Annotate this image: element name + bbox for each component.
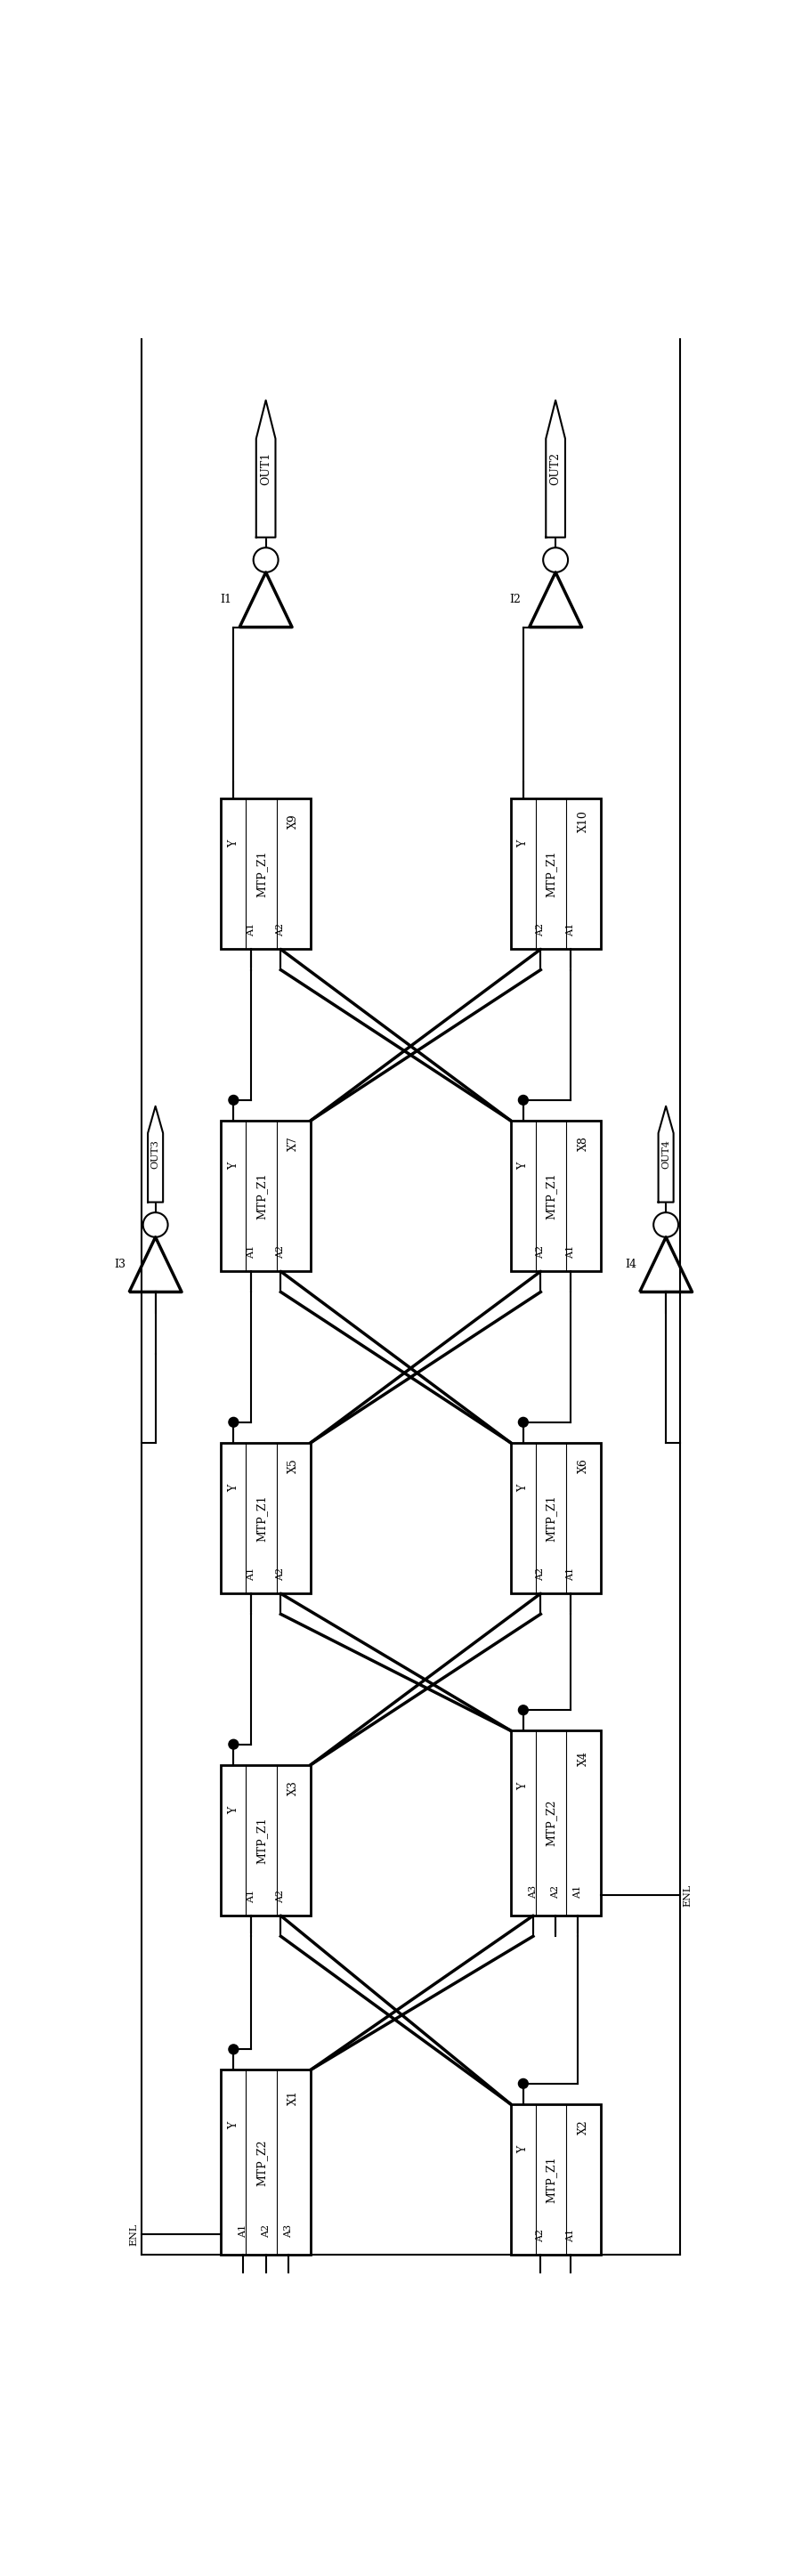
Polygon shape bbox=[148, 1105, 163, 1203]
Text: X1: X1 bbox=[288, 2089, 299, 2105]
Text: MTP_Z1: MTP_Z1 bbox=[256, 1494, 267, 1540]
Bar bbox=[511, 1731, 601, 1917]
Bar bbox=[221, 1765, 310, 1917]
Text: A3: A3 bbox=[284, 2223, 293, 2239]
Text: A1: A1 bbox=[573, 1886, 582, 1899]
Circle shape bbox=[518, 1417, 528, 1427]
Circle shape bbox=[518, 1705, 528, 1716]
Polygon shape bbox=[546, 399, 565, 538]
Text: X8: X8 bbox=[577, 1136, 589, 1151]
Text: MTP_Z1: MTP_Z1 bbox=[545, 1172, 557, 1218]
Bar bbox=[221, 1443, 310, 1595]
Text: I1: I1 bbox=[220, 595, 231, 605]
Text: A2: A2 bbox=[537, 2228, 545, 2241]
Text: A1: A1 bbox=[566, 2228, 575, 2241]
Text: X3: X3 bbox=[288, 1780, 299, 1795]
Circle shape bbox=[518, 2079, 528, 2089]
Text: OUT4: OUT4 bbox=[662, 1139, 670, 1170]
Text: I2: I2 bbox=[509, 595, 521, 605]
Text: ENL: ENL bbox=[129, 2223, 138, 2246]
Text: Y: Y bbox=[228, 1806, 239, 1814]
Bar bbox=[511, 1443, 601, 1595]
Bar bbox=[511, 1121, 601, 1273]
Text: A1: A1 bbox=[566, 922, 575, 938]
Text: MTP_Z1: MTP_Z1 bbox=[545, 1494, 557, 1540]
Text: A3: A3 bbox=[529, 1886, 537, 1899]
Text: Y: Y bbox=[517, 1783, 529, 1790]
Text: Y: Y bbox=[517, 2146, 529, 2154]
Text: I4: I4 bbox=[625, 1260, 636, 1270]
Text: MTP_Z2: MTP_Z2 bbox=[256, 2138, 267, 2187]
Text: A1: A1 bbox=[246, 922, 255, 938]
Text: A1: A1 bbox=[246, 1566, 255, 1582]
Text: A2: A2 bbox=[537, 1244, 545, 1260]
Text: A1: A1 bbox=[246, 1244, 255, 1260]
Text: X2: X2 bbox=[577, 2120, 589, 2136]
Text: MTP_Z1: MTP_Z1 bbox=[256, 1172, 267, 1218]
Text: A1: A1 bbox=[239, 2223, 248, 2239]
Bar bbox=[221, 2071, 310, 2254]
Text: ENL: ENL bbox=[683, 1883, 692, 1906]
Circle shape bbox=[229, 1417, 238, 1427]
Text: MTP_Z1: MTP_Z1 bbox=[256, 1816, 267, 1862]
Text: A1: A1 bbox=[566, 1244, 575, 1260]
Text: A2: A2 bbox=[537, 1566, 545, 1582]
Text: Y: Y bbox=[517, 1484, 529, 1492]
Text: A2: A2 bbox=[277, 1566, 286, 1582]
Text: Y: Y bbox=[228, 2123, 239, 2130]
Text: X9: X9 bbox=[288, 814, 299, 829]
Text: A2: A2 bbox=[277, 1888, 286, 1904]
Polygon shape bbox=[658, 1105, 674, 1203]
Text: MTP_Z1: MTP_Z1 bbox=[545, 850, 557, 896]
Text: A2: A2 bbox=[277, 922, 286, 938]
Text: X5: X5 bbox=[288, 1458, 299, 1473]
Text: X6: X6 bbox=[577, 1458, 589, 1473]
Text: X10: X10 bbox=[577, 809, 589, 832]
Text: OUT3: OUT3 bbox=[151, 1139, 160, 1170]
Text: Y: Y bbox=[517, 1162, 529, 1170]
Circle shape bbox=[229, 1739, 238, 1749]
Text: A1: A1 bbox=[246, 1888, 255, 1904]
Text: A2: A2 bbox=[261, 2223, 270, 2239]
Text: MTP_Z2: MTP_Z2 bbox=[545, 1801, 557, 1847]
Text: OUT2: OUT2 bbox=[549, 453, 561, 484]
Text: X4: X4 bbox=[577, 1752, 589, 1767]
Circle shape bbox=[229, 1095, 238, 1105]
Text: A1: A1 bbox=[566, 1566, 575, 1582]
Bar bbox=[221, 799, 310, 951]
Text: Y: Y bbox=[517, 840, 529, 848]
Text: Y: Y bbox=[228, 1162, 239, 1170]
Text: Y: Y bbox=[228, 1484, 239, 1492]
Bar bbox=[511, 2105, 601, 2254]
Text: MTP_Z1: MTP_Z1 bbox=[545, 2156, 557, 2202]
Text: Y: Y bbox=[228, 840, 239, 848]
Bar bbox=[221, 1121, 310, 1273]
Text: A2: A2 bbox=[537, 922, 545, 938]
Circle shape bbox=[229, 2045, 238, 2053]
Text: MTP_Z1: MTP_Z1 bbox=[256, 850, 267, 896]
Text: I3: I3 bbox=[114, 1260, 126, 1270]
Text: A2: A2 bbox=[551, 1886, 560, 1899]
Polygon shape bbox=[256, 399, 275, 538]
Text: X7: X7 bbox=[288, 1136, 299, 1151]
Circle shape bbox=[518, 1095, 528, 1105]
Text: A2: A2 bbox=[277, 1244, 286, 1260]
Text: OUT1: OUT1 bbox=[260, 453, 272, 484]
Bar bbox=[511, 799, 601, 951]
